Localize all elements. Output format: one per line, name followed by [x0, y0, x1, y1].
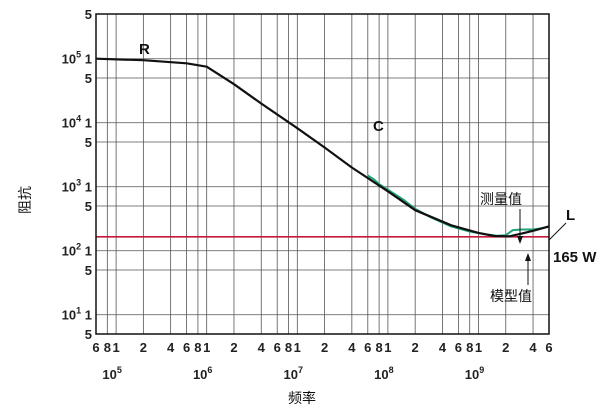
y-tick-label: 5 — [85, 135, 92, 150]
y-tick-label: 101 1 — [62, 306, 92, 323]
x-tick-label: 6 — [274, 340, 281, 355]
plot-frame — [95, 13, 550, 335]
x-tick-label: 2 — [230, 340, 237, 355]
series-line — [95, 57, 550, 238]
grid-lines — [95, 13, 550, 335]
annotation-l: L — [566, 207, 575, 224]
x-tick-label: 8 — [376, 340, 383, 355]
annotation-measured: 测量值 — [480, 191, 522, 207]
reference-line-label: 165 W — [553, 249, 597, 266]
x-tick-label: 8 — [104, 340, 111, 355]
x-tick-label: 4 — [348, 340, 356, 355]
x-tick-label: 2 — [412, 340, 419, 355]
y-axis-title: 阻抗 — [17, 186, 33, 214]
y-tick-label: 5 — [85, 199, 92, 214]
x-tick-label: 8 — [466, 340, 473, 355]
y-tick-label: 102 1 — [62, 242, 92, 259]
x-tick-label: 6 — [92, 340, 99, 355]
y-tick-labels: 5 105 1 5 104 1 5 103 1 5 102 1 5 101 1 5 — [62, 7, 92, 342]
annotation-l-pointer — [548, 222, 567, 241]
x-tick-label: 1 — [294, 340, 301, 355]
x-tick-label: 6 — [545, 340, 552, 355]
annotation-r: R — [139, 41, 150, 58]
x-tick-label: 6 — [455, 340, 462, 355]
y-tick-label: 5 — [85, 71, 92, 86]
x-tick-label: 8 — [194, 340, 201, 355]
x-tick-label: 2 — [321, 340, 328, 355]
x-tick-label: 1 — [112, 340, 119, 355]
x-tick-label: 4 — [529, 340, 537, 355]
x-tick-label: 4 — [439, 340, 447, 355]
x-decade-label: 107 — [284, 365, 303, 382]
x-tick-label: 2 — [502, 340, 509, 355]
x-decade-label: 106 — [193, 365, 212, 382]
y-tick-label: 5 — [85, 263, 92, 278]
annotation-model: 模型值 — [490, 288, 532, 304]
x-tick-label: 1 — [475, 340, 482, 355]
y-tick-label: 104 1 — [62, 114, 92, 131]
x-tick-label: 6 — [364, 340, 371, 355]
series-layer — [95, 57, 550, 238]
x-tick-label: 4 — [258, 340, 266, 355]
x-axis-title: 频率 — [288, 390, 316, 406]
x-decade-label: 105 — [102, 365, 121, 382]
x-tick-label: 2 — [140, 340, 147, 355]
x-tick-label: 8 — [285, 340, 292, 355]
y-tick-label: 103 1 — [62, 178, 92, 195]
x-tick-label: 1 — [203, 340, 210, 355]
x-tick-label: 6 — [183, 340, 190, 355]
y-tick-label: 5 — [85, 327, 92, 342]
x-tick-label: 1 — [384, 340, 391, 355]
x-decade-label: 109 — [465, 365, 484, 382]
y-tick-label: 105 1 — [62, 50, 92, 67]
x-decade-label: 108 — [374, 365, 393, 382]
y-tick-label: 5 — [85, 7, 92, 22]
annotation-c: C — [373, 118, 384, 135]
x-tick-label: 4 — [167, 340, 175, 355]
